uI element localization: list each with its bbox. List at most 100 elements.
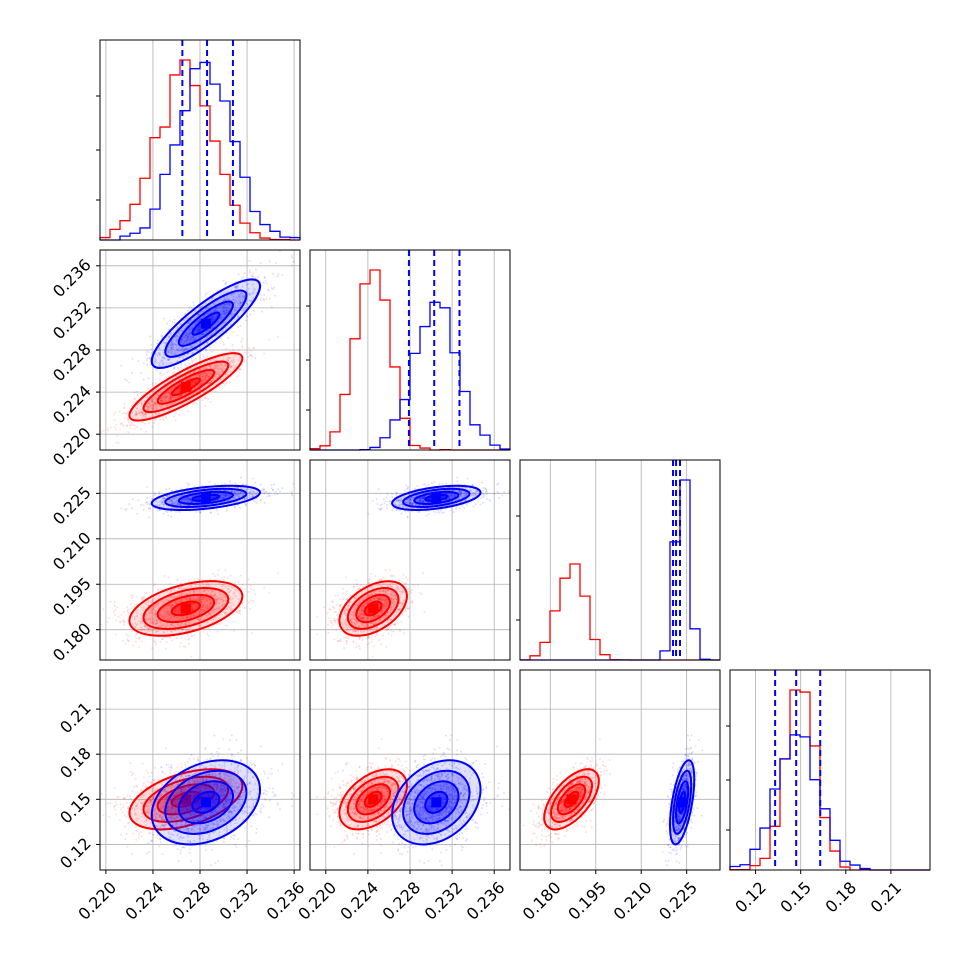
- sample-point: [260, 499, 262, 501]
- sample-point: [155, 369, 157, 371]
- sample-point: [252, 477, 254, 479]
- sample-point: [227, 337, 229, 339]
- sample-point: [110, 601, 112, 603]
- sample-point: [250, 599, 252, 601]
- sample-point: [276, 276, 278, 278]
- sample-point: [248, 578, 250, 580]
- sample-point: [244, 588, 246, 590]
- sample-point: [272, 273, 274, 275]
- sample-point: [217, 569, 219, 571]
- sample-point: [253, 347, 255, 349]
- sample-point: [266, 282, 268, 284]
- sample-point: [138, 637, 140, 639]
- sample-point: [255, 269, 257, 271]
- sample-point: [226, 510, 228, 512]
- sample-point: [261, 311, 263, 313]
- sample-point: [250, 350, 252, 352]
- sample-point: [140, 392, 142, 394]
- sample-point: [124, 643, 126, 645]
- sample-point: [165, 488, 167, 490]
- sample-point: [110, 427, 112, 429]
- sample-point: [224, 384, 226, 386]
- sample-point: [178, 645, 180, 647]
- sample-point: [263, 586, 265, 588]
- sample-point: [250, 588, 252, 590]
- sample-point: [234, 482, 236, 484]
- sample-point: [134, 425, 136, 427]
- sample-point: [292, 483, 294, 485]
- sample-point: [149, 507, 151, 509]
- sample-point: [184, 364, 186, 366]
- sample-point: [169, 583, 171, 585]
- sample-point: [163, 513, 165, 515]
- sample-point: [238, 375, 240, 377]
- sample-point: [120, 622, 122, 624]
- sample-point: [126, 606, 128, 608]
- sample-point: [123, 407, 125, 409]
- sample-point: [180, 378, 182, 380]
- sample-point: [142, 421, 144, 423]
- sample-point: [265, 298, 267, 300]
- sample-point: [149, 335, 151, 337]
- sample-point: [180, 487, 182, 489]
- sample-point: [128, 421, 130, 423]
- sample-point: [114, 426, 116, 428]
- sample-point: [159, 419, 161, 421]
- sample-point: [244, 351, 246, 353]
- sample-point: [264, 502, 266, 504]
- sample-point: [173, 416, 175, 418]
- sample-point: [250, 354, 252, 356]
- sample-point: [180, 367, 182, 369]
- sample-point: [191, 635, 193, 637]
- sample-point: [130, 608, 132, 610]
- sample-point: [169, 636, 171, 638]
- sample-point: [148, 377, 150, 379]
- sample-point: [100, 624, 102, 626]
- sample-point: [165, 418, 167, 420]
- sample-point: [188, 483, 190, 485]
- sample-point: [170, 516, 172, 518]
- sample-point: [143, 509, 145, 511]
- sample-point: [205, 349, 207, 351]
- sample-point: [178, 414, 180, 416]
- sample-point: [229, 350, 231, 352]
- sample-point: [184, 313, 186, 315]
- sample-point: [210, 401, 212, 403]
- sample-point: [263, 489, 265, 491]
- density-peak: [181, 603, 191, 613]
- sample-point: [239, 610, 241, 612]
- sample-point: [188, 363, 190, 365]
- density-peak: [201, 319, 211, 329]
- sample-point: [187, 310, 189, 312]
- sample-point: [135, 641, 137, 643]
- sample-point: [163, 419, 165, 421]
- sample-point: [291, 494, 293, 496]
- sample-point: [233, 620, 235, 622]
- sample-point: [140, 597, 142, 599]
- sample-point: [160, 588, 162, 590]
- sample-point: [134, 427, 136, 429]
- sample-point: [127, 640, 129, 642]
- sample-point: [207, 635, 209, 637]
- sample-point: [186, 482, 188, 484]
- sample-point: [249, 608, 251, 610]
- sample-point: [151, 384, 153, 386]
- sample-point: [157, 590, 159, 592]
- sample-point: [220, 622, 222, 624]
- sample-point: [122, 640, 124, 642]
- sample-point: [255, 500, 257, 502]
- sample-point: [195, 511, 197, 513]
- sample-point: [202, 631, 204, 633]
- sample-point: [252, 275, 254, 277]
- sample-point: [260, 483, 262, 485]
- sample-point: [115, 429, 117, 431]
- sample-point: [206, 397, 208, 399]
- sample-point: [127, 431, 129, 433]
- sample-point: [114, 601, 116, 603]
- sample-point: [151, 352, 153, 354]
- sample-point: [132, 498, 134, 500]
- sample-point: [239, 507, 241, 509]
- sample-point: [248, 601, 250, 603]
- density-peak: [181, 382, 191, 392]
- sample-point: [161, 375, 163, 377]
